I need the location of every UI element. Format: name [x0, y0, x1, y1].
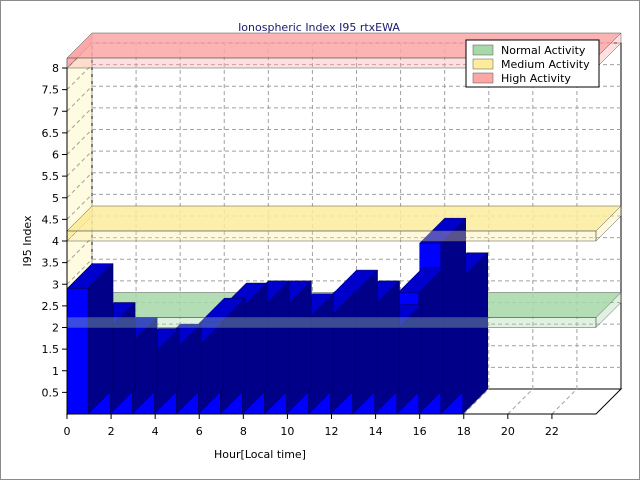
x-tick-label: 14 — [369, 425, 383, 438]
y-tick-label: 3 — [52, 278, 59, 291]
chart-title: Ionospheric Index I95 rtxEWA — [238, 21, 400, 34]
y-tick-label: 2.5 — [42, 300, 60, 313]
x-tick-label: 18 — [457, 425, 471, 438]
band-front — [66, 230, 597, 242]
x-tick-label: 16 — [413, 425, 427, 438]
grid-line-x-floor — [463, 388, 490, 415]
grid-line-y-side — [66, 258, 93, 285]
legend-label: Normal Activity — [501, 44, 586, 57]
x-tick-label: 0 — [64, 425, 71, 438]
grid-line-y-side — [66, 172, 93, 199]
legend-label: Medium Activity — [501, 58, 590, 71]
x-tick-label: 22 — [545, 425, 559, 438]
grid-line-y-side — [66, 107, 93, 134]
x-axis-title: Hour[Local time] — [214, 448, 306, 461]
y-tick-label: 1 — [52, 365, 59, 378]
x-tick-label: 12 — [325, 425, 339, 438]
y-tick-label: 6.5 — [42, 127, 60, 140]
bar-side — [440, 217, 466, 415]
x-tick-label: 4 — [152, 425, 159, 438]
grid-line-y-side — [66, 64, 93, 90]
bar-side — [462, 252, 488, 415]
grid-line-y-side — [66, 129, 93, 155]
band-end — [595, 291, 622, 329]
y-tick-label: 0.5 — [42, 386, 60, 399]
x-tick-label: 20 — [501, 425, 515, 438]
y-tick-label: 4 — [52, 235, 59, 248]
x-tick-label: 8 — [240, 425, 247, 438]
grid-line-x-floor — [507, 388, 534, 415]
bar — [66, 288, 89, 415]
bar-side — [87, 262, 114, 415]
grid-line-x-floor — [551, 388, 578, 415]
band-front — [66, 317, 597, 328]
y-tick-label: 5 — [52, 192, 59, 205]
y-tick-label: 7.5 — [42, 84, 60, 97]
band-top — [66, 205, 622, 232]
band-front-layer — [66, 32, 622, 329]
legend-swatch — [472, 44, 494, 56]
band-end — [595, 205, 622, 242]
legend-label: High Activity — [501, 72, 571, 85]
grid-line-y-side — [66, 150, 93, 177]
axes-layer: 0.5 1 1.5 2 2.5 3 3.5 4 4.5 5 5.5 6 6.5 7 7.5 8 0 2 4 6 8 10 1… — [42, 62, 596, 438]
y-tick-label: 4.5 — [42, 213, 60, 226]
y-tick-label: 2 — [52, 322, 59, 335]
x-tick-label: 2 — [108, 425, 115, 438]
grid-line-y-side — [66, 194, 93, 220]
y-tick-label: 5.5 — [42, 170, 60, 183]
y-tick-label: 3.5 — [42, 257, 60, 270]
grid-line-y-side — [66, 85, 93, 112]
legend-swatch — [472, 58, 494, 70]
y-tick-label: 1.5 — [42, 343, 60, 356]
y-tick-label: 7 — [52, 105, 59, 118]
bar-side — [418, 267, 444, 415]
legend-swatch — [472, 72, 494, 84]
bar-layer — [66, 217, 489, 415]
y-axis-title: I95 Index — [21, 215, 34, 267]
x-tick-label: 10 — [280, 425, 294, 438]
y-tick-label: 8 — [52, 62, 59, 75]
grid-line-y-side — [66, 237, 93, 263]
x-tick-label: 6 — [196, 425, 203, 438]
y-tick-label: 6 — [52, 149, 59, 162]
